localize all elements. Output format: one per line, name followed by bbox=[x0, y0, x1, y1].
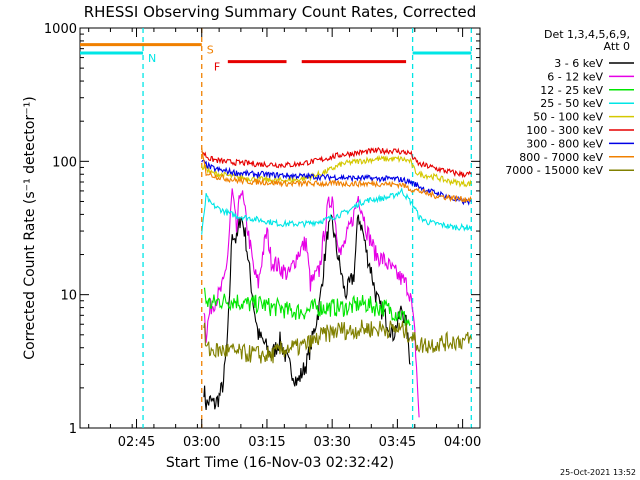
flag-label: S bbox=[207, 44, 214, 57]
series-line bbox=[201, 146, 472, 179]
series-line bbox=[201, 147, 472, 203]
chart-title: RHESSI Observing Summary Count Rates, Co… bbox=[84, 3, 477, 21]
legend-entry-label: 100 - 300 keV bbox=[526, 124, 603, 137]
y-tick-label: 10 bbox=[60, 289, 77, 304]
legend-entry-label: 50 - 100 keV bbox=[533, 111, 603, 124]
y-tick-label: 100 bbox=[52, 155, 77, 170]
x-tick-label: 04:00 bbox=[444, 435, 481, 450]
legend-entry-label: 25 - 50 keV bbox=[540, 97, 603, 110]
y-axis-label: Corrected Count Rate (s⁻¹ detector⁻¹) bbox=[22, 96, 38, 359]
legend-entry-label: 7000 - 15000 keV bbox=[505, 164, 603, 177]
series-line bbox=[201, 187, 472, 235]
y-tick-label: 1 bbox=[69, 422, 77, 437]
legend-entry-label: 800 - 7000 keV bbox=[519, 151, 603, 164]
x-tick-label: 03:00 bbox=[183, 435, 220, 450]
series-line bbox=[203, 319, 472, 364]
legend-entry-label: 3 - 6 keV bbox=[554, 57, 603, 70]
x-tick-label: 02:45 bbox=[118, 435, 155, 450]
flag-bars: N SF bbox=[80, 43, 472, 74]
series-line bbox=[201, 154, 472, 188]
series-line bbox=[203, 188, 420, 418]
x-axis: 02:45 03:00 03:15 03:30 03:45 04:00 bbox=[88, 28, 481, 450]
marker-lines bbox=[142, 28, 472, 428]
series-line bbox=[203, 214, 411, 410]
series-line bbox=[203, 287, 411, 327]
legend-header: Att 0 bbox=[604, 40, 630, 53]
legend-header: Det 1,3,4,5,6,9, bbox=[544, 28, 630, 41]
x-axis-label: Start Time (16-Nov-03 02:32:42) bbox=[166, 455, 394, 471]
x-tick-label: 03:15 bbox=[248, 435, 285, 450]
generation-timestamp: 25-Oct-2021 13:52 bbox=[560, 468, 636, 477]
x-tick-label: 03:45 bbox=[379, 435, 416, 450]
flag-label: N bbox=[148, 52, 156, 65]
flag-label: F bbox=[214, 61, 220, 74]
y-axis: 1 10 100 1000 bbox=[44, 22, 480, 437]
legend-entry-label: 300 - 800 keV bbox=[526, 137, 603, 150]
data-series bbox=[201, 146, 472, 418]
plot-frame bbox=[79, 27, 481, 429]
x-tick-label: 03:30 bbox=[313, 435, 350, 450]
y-tick-label: 1000 bbox=[44, 22, 77, 37]
legend-entry-label: 12 - 25 keV bbox=[540, 84, 603, 97]
legend-entry-label: 6 - 12 keV bbox=[547, 70, 603, 83]
series-line bbox=[201, 159, 472, 206]
